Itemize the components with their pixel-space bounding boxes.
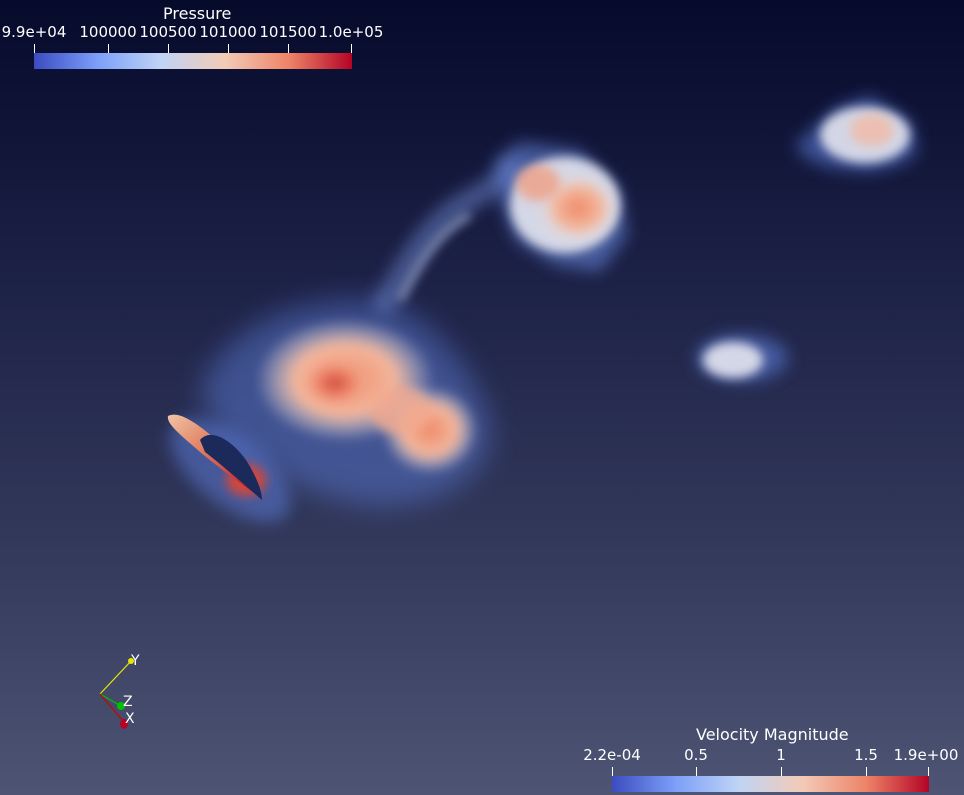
velocity-colormap-bar [612, 776, 929, 792]
orientation-axes: Y Z X [99, 653, 140, 729]
velocity-tick: 1.9e+00 [893, 746, 959, 764]
axis-label-x: X [125, 711, 135, 727]
pressure-blob-upper-right [795, 95, 918, 172]
velocity-tick: 1 [776, 746, 786, 764]
pressure-blob-main [200, 300, 491, 506]
pressure-tick: 1.0e+05 [318, 23, 384, 41]
velocity-color-legend[interactable]: Velocity Magnitude 2.2e-04 0.5 1 1.5 1.9… [570, 722, 964, 795]
x-axis-icon [120, 719, 128, 729]
y-axis-icon [128, 658, 134, 664]
pressure-tick: 101500 [259, 23, 317, 41]
velocity-tick: 1.5 [854, 746, 878, 764]
pressure-blob-upper [495, 142, 628, 272]
pressure-blob-right [696, 334, 788, 382]
pressure-color-legend[interactable]: Pressure 9.9e+04 100000 100500 101000 10… [0, 0, 400, 75]
pressure-tick: 101000 [199, 23, 257, 41]
airfoil [167, 414, 291, 522]
axis-label-z: Z [123, 694, 133, 710]
velocity-tick: 2.2e-04 [583, 746, 641, 764]
velocity-tick: 0.5 [684, 746, 708, 764]
axis-label-y: Y [130, 653, 140, 669]
pressure-tick: 9.9e+04 [1, 23, 67, 41]
pressure-tick: 100500 [139, 23, 197, 41]
pressure-legend-title: Pressure [163, 4, 232, 23]
velocity-legend-title: Velocity Magnitude [696, 725, 849, 744]
pressure-colormap-bar [34, 53, 352, 69]
z-axis-icon [117, 702, 125, 710]
pressure-tick: 100000 [79, 23, 137, 41]
